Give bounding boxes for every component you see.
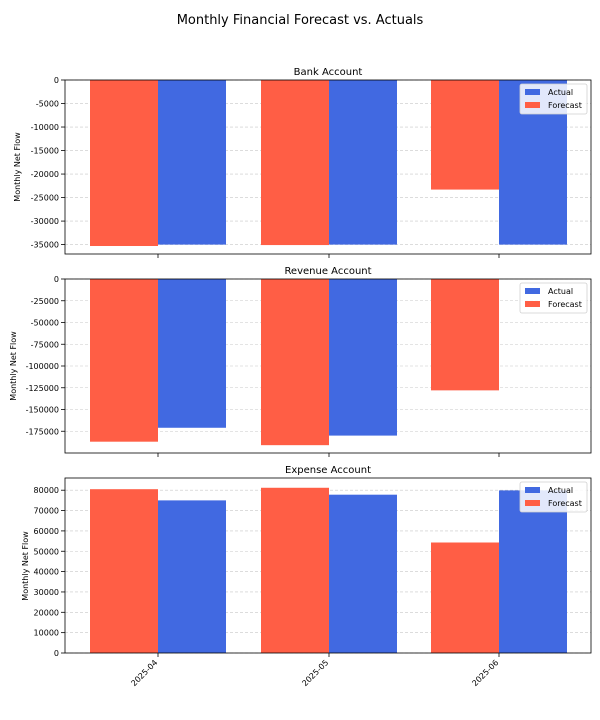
legend-swatch-actual	[525, 288, 540, 294]
figure-title: Monthly Financial Forecast vs. Actuals	[177, 13, 424, 28]
bar-forecast-2025-06	[431, 542, 499, 653]
y-tick-label: 30000	[34, 588, 59, 597]
y-tick-label: -5000	[36, 100, 59, 109]
y-tick-label: 0	[54, 649, 59, 658]
bar-actual-2025-04	[158, 80, 226, 245]
y-tick-label: -175000	[26, 427, 59, 436]
y-tick-label: -25000	[31, 297, 59, 306]
y-tick-label: -150000	[26, 406, 59, 415]
y-tick-label: -30000	[31, 217, 59, 226]
y-tick-label: 70000	[34, 507, 59, 516]
y-tick-label: 0	[54, 275, 59, 284]
x-tick-label: 2025-05	[300, 658, 330, 688]
x-tick-label: 2025-06	[470, 658, 500, 688]
legend-swatch-actual	[525, 487, 540, 493]
y-axis-label: Monthly Net Flow	[9, 331, 18, 401]
legend-swatch-actual	[525, 89, 540, 95]
bar-forecast-2025-06	[431, 80, 499, 190]
bar-actual-2025-05	[329, 80, 397, 245]
y-axis-label: Monthly Net Flow	[21, 531, 30, 601]
bar-forecast-2025-04	[90, 80, 158, 247]
y-tick-label: -35000	[31, 241, 59, 250]
plot-area: 0 -25000 -50000 -75000 -100000 -125000 -150000…	[26, 275, 592, 457]
y-tick-label: -15000	[31, 147, 59, 156]
bar-forecast-2025-05	[261, 487, 329, 653]
axes-frame	[64, 79, 592, 255]
bar-forecast-2025-04	[90, 279, 158, 442]
panel-title: Bank Account	[294, 67, 363, 78]
y-tick-label: 0	[54, 76, 59, 85]
bar-actual-2025-05	[329, 494, 397, 653]
plot-area: 0 -5000 -10000 -15000 -20000 -25000 -30000 -350…	[31, 76, 592, 258]
axes-frame	[64, 278, 592, 454]
y-tick-label: 50000	[34, 547, 59, 556]
bar-forecast-2025-04	[90, 489, 158, 653]
legend-label-forecast: Forecast	[548, 101, 582, 110]
legend-label-forecast: Forecast	[548, 499, 582, 508]
legend-label-actual: Actual	[548, 88, 573, 97]
legend-label-forecast: Forecast	[548, 300, 582, 309]
panel-expense: Expense Account Monthly Net Flow 0 10000 2…	[21, 465, 592, 688]
bar-forecast-2025-05	[261, 279, 329, 446]
y-tick-label: -20000	[31, 170, 59, 179]
legend-swatch-forecast	[525, 102, 540, 108]
axes-frame	[64, 477, 592, 654]
y-tick-label: 20000	[34, 608, 59, 617]
y-tick-label: 10000	[34, 629, 59, 638]
legend-label-actual: Actual	[548, 486, 573, 495]
bar-actual-2025-05	[329, 279, 397, 436]
panel-title: Expense Account	[285, 465, 371, 476]
bar-actual-2025-06	[499, 490, 567, 653]
bar-actual-2025-04	[158, 500, 226, 653]
bar-forecast-2025-05	[261, 80, 329, 246]
legend-label-actual: Actual	[548, 287, 573, 296]
bar-forecast-2025-06	[431, 279, 499, 391]
panel-revenue: Revenue Account Monthly Net Flow 0 -25000…	[9, 266, 592, 457]
y-tick-label: -100000	[26, 362, 59, 371]
panel-title: Revenue Account	[284, 266, 371, 277]
x-tick-label: 2025-04	[129, 658, 159, 688]
y-tick-label: 40000	[34, 568, 59, 577]
y-tick-label: 80000	[34, 486, 59, 495]
y-axis-label: Monthly Net Flow	[13, 132, 22, 202]
panel-bank: Bank Account Monthly Net Flow 0 -5000 -100…	[13, 67, 592, 258]
y-tick-label: -75000	[31, 340, 59, 349]
y-tick-label: -25000	[31, 194, 59, 203]
legend-swatch-forecast	[525, 301, 540, 307]
y-tick-label: 60000	[34, 527, 59, 536]
y-tick-label: -50000	[31, 319, 59, 328]
bar-actual-2025-04	[158, 279, 226, 428]
plot-area: 0 10000 20000 30000 40000 50000 60000 70000 8000…	[34, 477, 592, 688]
legend-swatch-forecast	[525, 500, 540, 506]
y-tick-label: -125000	[26, 384, 59, 393]
y-tick-label: -10000	[31, 123, 59, 132]
